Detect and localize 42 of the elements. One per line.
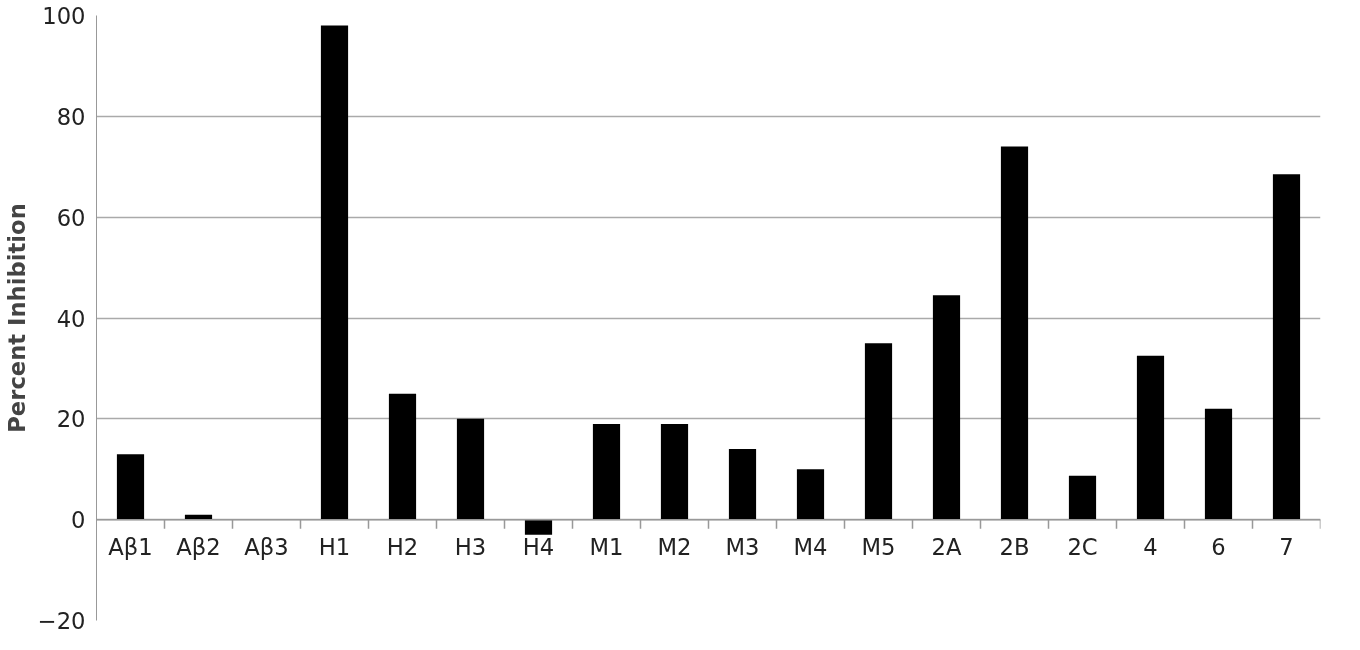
bar: [320, 25, 349, 520]
x-tick-label: Aβ1: [108, 533, 153, 560]
y-tick-label: 0: [71, 507, 86, 534]
bar: [1068, 475, 1097, 520]
y-tick-label: −20: [37, 608, 86, 634]
x-tick-label: M1: [589, 533, 624, 560]
y-tick-label: 40: [56, 305, 86, 332]
y-axis-title: Percent Inhibition: [3, 203, 30, 433]
x-tick-label: Aβ3: [244, 533, 289, 560]
bar: [1000, 146, 1029, 520]
x-tick-label: 7: [1279, 534, 1294, 561]
y-tick-label: 20: [56, 406, 86, 433]
x-tick-label: H3: [454, 533, 487, 560]
bar: [1272, 174, 1301, 520]
x-tick-label: Aβ2: [176, 533, 221, 560]
bar: [1136, 355, 1165, 520]
bar: [116, 454, 145, 520]
bar: [660, 423, 689, 520]
bar: [864, 343, 893, 520]
x-tick-label: 6: [1211, 534, 1226, 561]
x-tick-label: 4: [1143, 534, 1158, 561]
y-tick-label: 60: [56, 204, 86, 231]
x-tick-label: 2B: [999, 533, 1030, 560]
x-tick-label: H2: [386, 533, 419, 560]
bar: [524, 519, 553, 535]
bar: [456, 418, 485, 520]
x-tick-label: M5: [861, 533, 896, 560]
y-tick-label: 100: [42, 3, 86, 29]
x-tick-label: 2C: [1067, 533, 1098, 560]
x-tick-label: 2A: [931, 533, 962, 560]
bar: [1204, 408, 1233, 520]
x-tick-label: M2: [657, 533, 692, 560]
y-tick-label: 80: [56, 103, 86, 130]
bar: [796, 469, 825, 520]
bar: [592, 423, 621, 520]
bar: [728, 449, 757, 520]
x-tick-label: H1: [318, 533, 351, 560]
x-tick-label: M3: [725, 533, 760, 560]
x-tick-label: M4: [793, 533, 828, 560]
x-tick-label: H4: [522, 533, 555, 560]
bar: [388, 393, 417, 520]
bar: [932, 295, 961, 520]
